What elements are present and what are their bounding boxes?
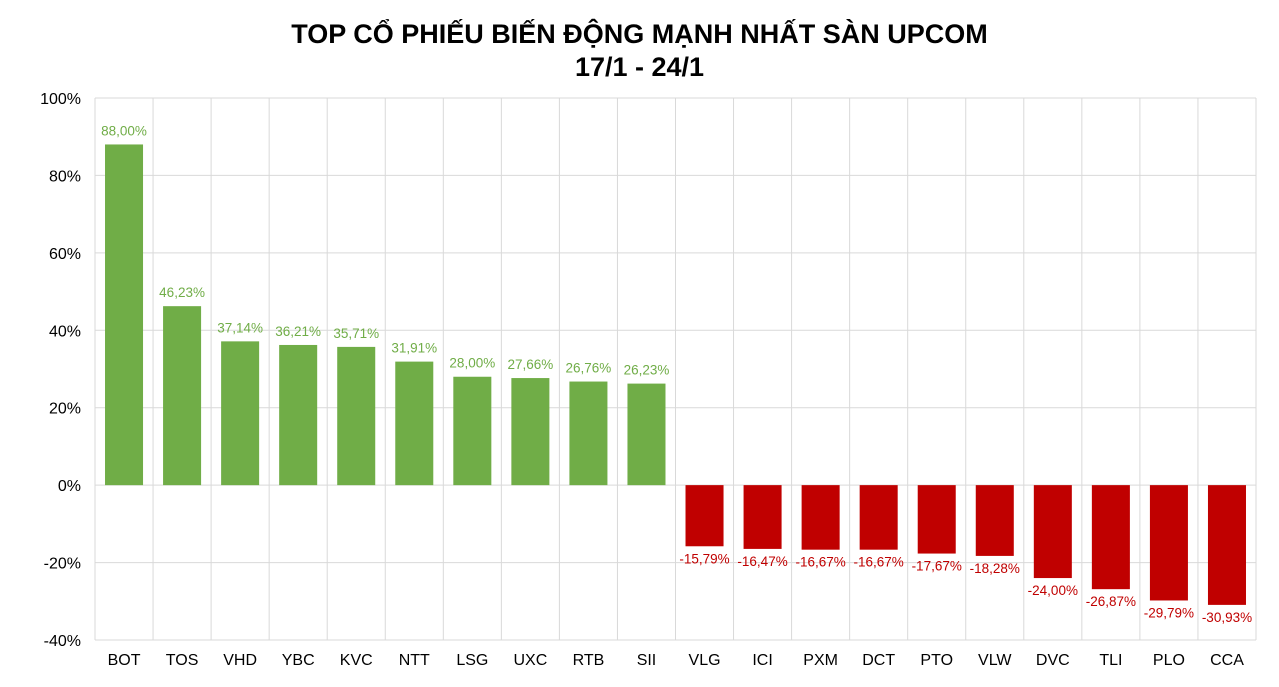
bar-lsg [453, 376, 492, 486]
data-label: -18,28% [970, 561, 1020, 576]
grid-lines [94, 97, 1257, 641]
chart-subtitle: 17/1 - 24/1 [574, 52, 705, 82]
data-label: -16,67% [795, 555, 845, 570]
x-tick-label: CCA [1210, 652, 1244, 669]
x-tick-label: SII [637, 652, 657, 669]
bar-rtb [569, 381, 608, 486]
y-tick-label: -20% [44, 556, 81, 573]
x-tick-label: PLO [1153, 652, 1185, 669]
x-tick-label: RTB [573, 652, 605, 669]
data-label: -24,00% [1028, 583, 1078, 598]
bar-vlg [685, 485, 724, 547]
data-label: 88,00% [101, 123, 147, 138]
bar-cca [1207, 485, 1246, 605]
data-label: 36,21% [275, 324, 321, 339]
data-label: -15,79% [679, 551, 729, 566]
data-label: -26,87% [1086, 594, 1136, 609]
chart-title-block: TOP CỔ PHIẾU BIẾN ĐỘNG MẠNH NHẤT SÀN UPC… [0, 18, 1279, 84]
data-label: -16,47% [737, 554, 787, 569]
bar-plo [1149, 485, 1188, 601]
chart-title: TOP CỔ PHIẾU BIẾN ĐỘNG MẠNH NHẤT SÀN UPC… [291, 19, 988, 49]
data-label: 37,14% [217, 320, 263, 335]
y-tick-label: 60% [49, 246, 81, 263]
data-label: -29,79% [1144, 605, 1194, 620]
x-tick-label: YBC [282, 652, 315, 669]
y-tick-label: 100% [40, 91, 81, 108]
bar-ntt [395, 361, 434, 486]
y-tick-label: 40% [49, 323, 81, 340]
x-tick-label: LSG [456, 652, 488, 669]
x-tick-label: ICI [752, 652, 772, 669]
bar-ici [743, 485, 782, 549]
bar-dvc [1033, 485, 1072, 579]
x-tick-label: VLW [978, 652, 1012, 669]
data-label: 28,00% [449, 356, 495, 371]
y-tick-label: -40% [44, 633, 81, 650]
x-tick-label: UXC [513, 652, 547, 669]
x-tick-label: KVC [340, 652, 373, 669]
bar-ybc [279, 344, 318, 486]
x-tick-label: VHD [223, 652, 257, 669]
data-labels: 88,00% 46,23% 37,14% 36,21% 35,71% 31,91% 28,0… [101, 123, 1252, 624]
data-label: -30,93% [1202, 610, 1252, 625]
bar-vlw [975, 485, 1014, 556]
x-tick-label: DCT [862, 652, 895, 669]
x-tick-label: PXM [803, 652, 838, 669]
bars [105, 144, 1246, 605]
x-tick-label: VLG [689, 652, 721, 669]
data-label: 31,91% [391, 341, 437, 356]
data-label: -16,67% [854, 555, 904, 570]
data-label: 46,23% [159, 285, 205, 300]
x-tick-label: NTT [399, 652, 430, 669]
bar-pto [917, 485, 956, 554]
y-tick-label: 20% [49, 401, 81, 418]
data-label: 26,76% [566, 361, 612, 376]
bar-sii [627, 383, 666, 486]
data-label: -17,67% [912, 559, 962, 574]
bar-vhd [221, 341, 260, 486]
data-label: 27,66% [507, 357, 553, 372]
bar-bot [105, 144, 144, 486]
bar-uxc [511, 378, 550, 486]
y-tick-label: 0% [58, 478, 81, 495]
x-tick-label: TLI [1099, 652, 1122, 669]
data-label: 26,23% [624, 363, 670, 378]
bar-pxm [801, 485, 840, 550]
x-tick-label: BOT [108, 652, 141, 669]
x-axis-tick-labels: BOT TOS VHD YBC KVC NTT LSG UXC RTB SII VLG ICI PXM D… [108, 652, 1245, 669]
x-tick-label: DVC [1036, 652, 1070, 669]
data-label: 35,71% [333, 326, 379, 341]
bar-kvc [337, 346, 376, 486]
bar-tos [163, 306, 202, 486]
x-tick-label: PTO [920, 652, 953, 669]
bar-tli [1091, 485, 1130, 590]
x-tick-label: TOS [166, 652, 199, 669]
bar-dct [859, 485, 898, 550]
y-axis-tick-labels: 100% 80% 60% 40% 20% 0% -20% -40% [40, 91, 81, 650]
y-tick-label: 80% [49, 168, 81, 185]
